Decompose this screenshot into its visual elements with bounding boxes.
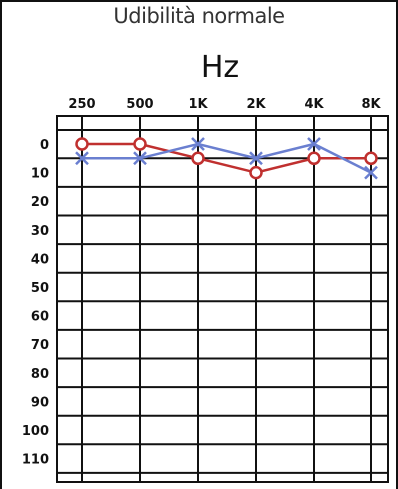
x-tick-label: 1K [188,97,208,112]
y-tick-label: 10 [31,167,49,182]
y-tick-label: 100 [22,424,49,439]
y-tick-label: 60 [31,310,49,325]
y-tick-label: 90 [31,395,49,410]
y-tick-label: 70 [31,338,49,353]
cross-marker [307,137,321,151]
cross-marker [133,151,147,166]
x-tick-label: 4K [304,97,324,112]
x-axis-unit-label: Hz [200,50,240,85]
frame-top-border [0,0,398,2]
y-tick-label: 0 [40,138,49,153]
circle-marker [75,137,89,151]
x-tick-label: 250 [68,97,95,112]
x-tick-label: 8K [361,97,381,112]
cross-marker [364,165,378,180]
cross-marker [249,151,263,166]
y-tick-label: 80 [31,367,49,382]
frame-right-border [396,0,398,489]
y-tick-label: 50 [31,281,49,296]
y-tick-label: 40 [31,252,49,267]
series-line-circle [82,142,371,174]
circle-marker [307,151,321,166]
plot-border [56,115,389,483]
y-tick-label: 110 [22,453,49,468]
circle-marker [191,151,205,166]
x-tick-label: 500 [126,97,153,112]
frame-left-border [0,0,2,489]
y-tick-label: 20 [31,195,49,210]
cross-marker [75,151,89,166]
circle-marker [133,137,147,151]
chart-title: Udibilità normale [113,4,285,28]
y-tick-label: 30 [31,224,49,239]
circle-marker [364,151,378,166]
cross-marker [191,137,205,151]
circle-marker [249,165,263,180]
series-line-cross [82,142,372,174]
x-tick-label: 2K [246,97,266,112]
